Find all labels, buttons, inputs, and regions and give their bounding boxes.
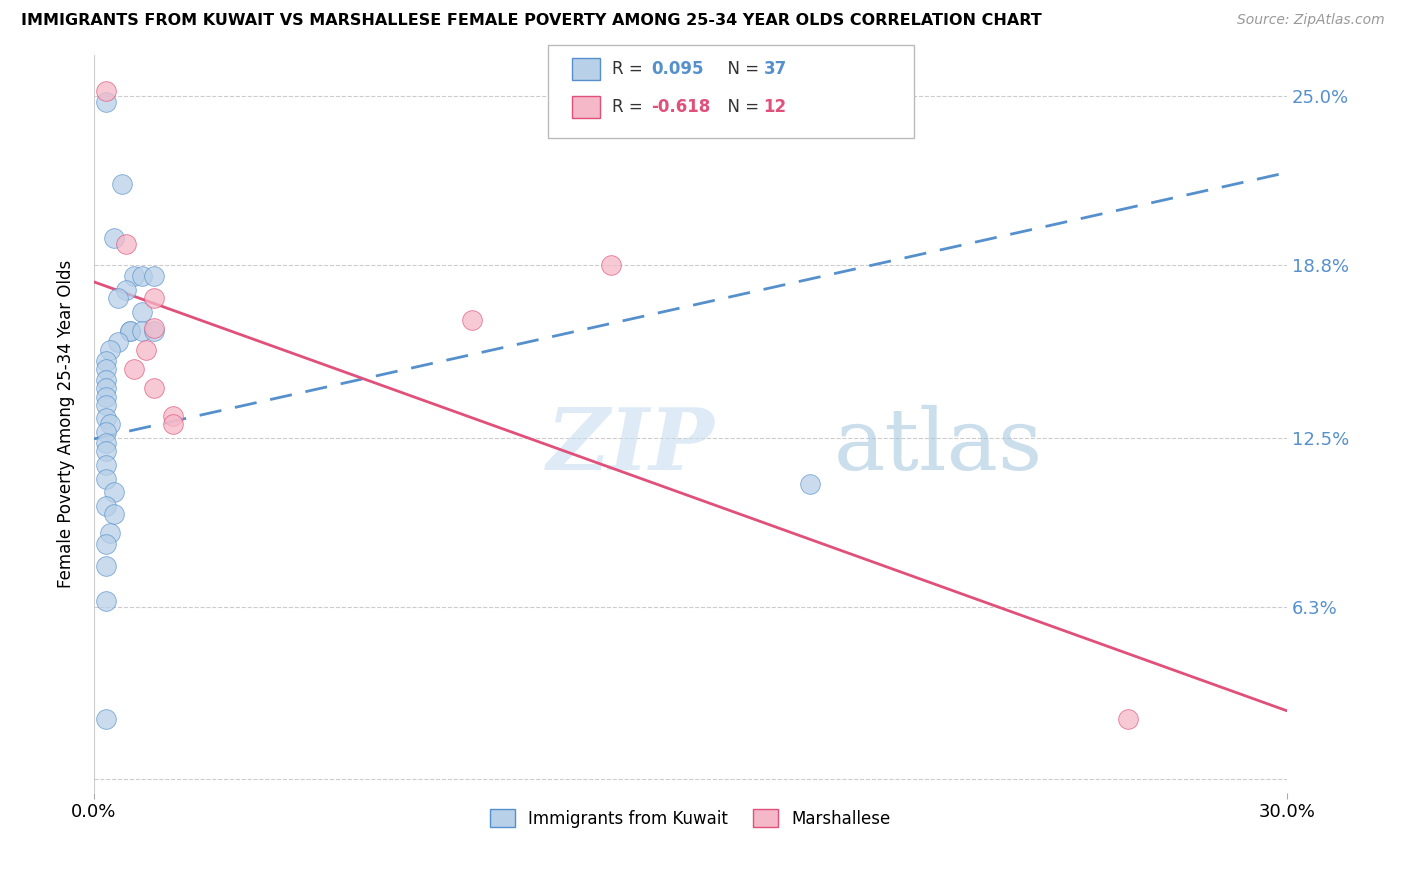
Point <box>799 477 821 491</box>
Point <box>114 283 136 297</box>
Point <box>94 411 117 425</box>
Text: -0.618: -0.618 <box>651 98 710 116</box>
Point <box>94 712 117 726</box>
Point <box>142 321 165 335</box>
Point <box>111 177 134 191</box>
Point <box>142 324 165 338</box>
Point <box>107 334 129 349</box>
Point <box>118 324 141 338</box>
Text: atlas: atlas <box>834 404 1043 488</box>
Point <box>94 390 117 404</box>
Text: N =: N = <box>717 60 765 78</box>
Y-axis label: Female Poverty Among 25-34 Year Olds: Female Poverty Among 25-34 Year Olds <box>58 260 75 588</box>
Point <box>94 444 117 458</box>
Point <box>103 231 125 245</box>
Point <box>94 84 117 98</box>
Point <box>98 343 121 358</box>
Point <box>98 417 121 431</box>
Point <box>460 313 482 327</box>
Point <box>94 458 117 472</box>
Point <box>94 398 117 412</box>
Point <box>94 381 117 395</box>
Point <box>142 291 165 305</box>
Text: IMMIGRANTS FROM KUWAIT VS MARSHALLESE FEMALE POVERTY AMONG 25-34 YEAR OLDS CORRE: IMMIGRANTS FROM KUWAIT VS MARSHALLESE FE… <box>21 13 1042 29</box>
Point <box>94 95 117 109</box>
Point <box>94 594 117 608</box>
Point <box>131 269 153 284</box>
Point <box>94 362 117 376</box>
Text: ZIP: ZIP <box>547 404 716 488</box>
Legend: Immigrants from Kuwait, Marshallese: Immigrants from Kuwait, Marshallese <box>482 801 898 836</box>
Point <box>94 436 117 450</box>
Point <box>114 236 136 251</box>
Point <box>94 373 117 387</box>
Point <box>103 507 125 521</box>
Point <box>131 305 153 319</box>
Point <box>122 362 145 376</box>
Point <box>599 259 621 273</box>
Point <box>98 526 121 541</box>
Text: 37: 37 <box>763 60 787 78</box>
Point <box>94 471 117 485</box>
Point <box>135 343 157 358</box>
Point <box>94 499 117 513</box>
Text: R =: R = <box>612 98 648 116</box>
Point <box>131 324 153 338</box>
Point <box>94 558 117 573</box>
Point <box>142 381 165 395</box>
Point <box>103 485 125 500</box>
Point <box>94 425 117 439</box>
Point <box>107 291 129 305</box>
Point <box>1116 712 1139 726</box>
Text: Source: ZipAtlas.com: Source: ZipAtlas.com <box>1237 13 1385 28</box>
Point <box>118 324 141 338</box>
Text: 0.095: 0.095 <box>651 60 703 78</box>
Text: R =: R = <box>612 60 648 78</box>
Text: 12: 12 <box>763 98 786 116</box>
Point <box>94 537 117 551</box>
Point <box>94 354 117 368</box>
Point <box>142 269 165 284</box>
Point <box>162 409 184 423</box>
Point <box>162 417 184 431</box>
Point <box>122 269 145 284</box>
Text: N =: N = <box>717 98 765 116</box>
